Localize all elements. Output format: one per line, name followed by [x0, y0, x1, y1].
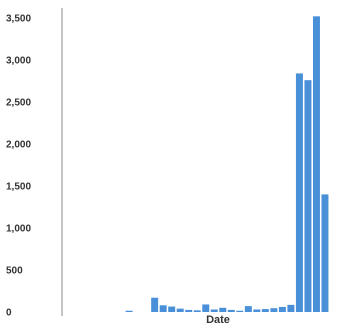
bar: [287, 304, 295, 312]
bar: [244, 306, 252, 312]
bar: [125, 310, 133, 312]
bar: [202, 304, 210, 312]
bar: [193, 310, 201, 312]
bar: [278, 306, 286, 312]
y-tick-label: 1,500: [6, 182, 31, 193]
y-tick-label: 0: [6, 308, 12, 319]
x-axis-title: Date: [206, 314, 230, 325]
bar: [210, 309, 218, 312]
y-tick-label: 500: [6, 266, 23, 277]
bars: [125, 16, 329, 312]
y-tick-label: 2,000: [6, 140, 31, 151]
y-tick-label: 3,500: [6, 14, 31, 25]
bar: [270, 308, 278, 312]
bar: [312, 16, 320, 312]
bar: [176, 308, 184, 312]
bar: [185, 309, 193, 312]
bar: [151, 297, 159, 312]
y-tick-label: 3,000: [6, 56, 31, 67]
bar: [253, 309, 261, 312]
bar: [304, 80, 312, 312]
bar: [168, 306, 176, 312]
bar: [295, 73, 303, 312]
bar: [236, 310, 244, 312]
y-tick-label: 1,000: [6, 224, 31, 235]
bar: [321, 194, 329, 312]
bar: [219, 307, 227, 312]
bar: [261, 309, 269, 312]
y-axis-ticks: 0 500 1,000 1,500 2,000 2,500 3,000 3,500: [6, 14, 31, 319]
y-tick-label: 2,500: [6, 98, 31, 109]
bar: [159, 305, 167, 312]
bar: [227, 309, 235, 312]
